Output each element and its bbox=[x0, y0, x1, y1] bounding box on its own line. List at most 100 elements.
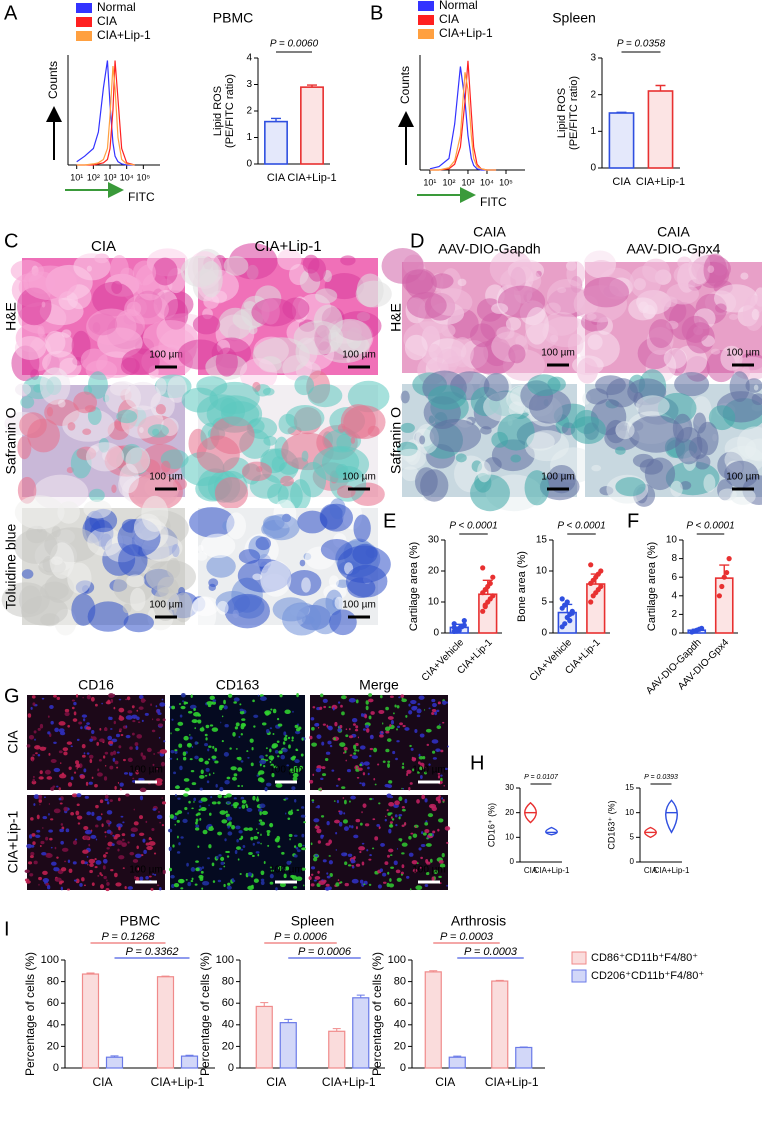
image-texture bbox=[436, 348, 459, 374]
x-tick-label: CIA+Lip-1 bbox=[151, 1075, 205, 1089]
image-texture bbox=[362, 803, 367, 808]
image-texture bbox=[67, 859, 71, 864]
image-texture bbox=[32, 702, 36, 706]
image-texture bbox=[157, 751, 161, 754]
image-texture bbox=[395, 823, 398, 827]
image-texture bbox=[570, 416, 606, 445]
image-texture bbox=[422, 755, 426, 760]
image-texture bbox=[76, 767, 78, 770]
image-texture bbox=[349, 727, 351, 731]
y-tick-label: 3 bbox=[246, 79, 252, 90]
image-texture bbox=[384, 783, 390, 788]
image-texture bbox=[95, 838, 98, 841]
image-texture bbox=[242, 845, 246, 848]
micrograph bbox=[168, 793, 306, 891]
image-texture bbox=[227, 831, 233, 836]
image-texture bbox=[136, 734, 143, 739]
image-texture bbox=[46, 852, 51, 856]
image-texture bbox=[110, 728, 113, 730]
image-texture bbox=[198, 808, 201, 812]
image-texture bbox=[402, 787, 405, 790]
image-texture bbox=[86, 722, 90, 725]
image-texture bbox=[121, 833, 126, 837]
image-texture bbox=[266, 782, 272, 787]
image-texture bbox=[730, 488, 756, 505]
image-texture bbox=[288, 768, 296, 774]
image-texture bbox=[318, 880, 326, 885]
image-texture bbox=[348, 735, 354, 739]
image-texture bbox=[337, 777, 341, 781]
image-texture bbox=[200, 769, 204, 775]
image-texture bbox=[362, 728, 366, 731]
image-texture bbox=[270, 763, 274, 767]
image-texture bbox=[425, 728, 432, 733]
image-texture bbox=[345, 759, 347, 762]
image-texture bbox=[71, 699, 75, 702]
image-texture bbox=[116, 751, 120, 754]
x-tick-label: 10⁴ bbox=[120, 172, 134, 182]
image-texture bbox=[324, 757, 329, 762]
y-axis-label: Bone area (%) bbox=[516, 551, 528, 622]
image-texture bbox=[146, 845, 153, 851]
image-texture bbox=[39, 723, 44, 729]
legend-swatch bbox=[571, 951, 587, 965]
image-texture bbox=[223, 699, 226, 705]
image-texture bbox=[198, 757, 204, 762]
y-tick-label: 0 bbox=[510, 857, 515, 866]
column-header: AAV-DIO-Gapdh bbox=[438, 241, 540, 257]
image-texture bbox=[207, 826, 214, 831]
image-texture bbox=[136, 709, 139, 712]
y-axis-label: (PE/FITC ratio) bbox=[224, 74, 236, 148]
image-texture bbox=[388, 828, 392, 834]
legend-swatch bbox=[418, 15, 434, 25]
image-texture bbox=[426, 743, 430, 746]
image-texture bbox=[595, 375, 626, 396]
image-texture bbox=[212, 745, 215, 749]
image-texture bbox=[67, 782, 73, 787]
image-texture bbox=[70, 745, 73, 748]
image-texture bbox=[169, 867, 173, 872]
image-texture bbox=[372, 798, 374, 800]
image-texture bbox=[639, 458, 664, 475]
image-texture bbox=[389, 824, 394, 828]
image-texture bbox=[404, 334, 428, 361]
image-texture bbox=[225, 793, 232, 798]
image-texture bbox=[311, 742, 317, 747]
image-texture bbox=[176, 851, 181, 854]
image-texture bbox=[447, 745, 449, 748]
image-texture bbox=[259, 811, 262, 816]
image-texture bbox=[143, 849, 147, 854]
image-texture bbox=[124, 886, 127, 890]
image-texture bbox=[39, 844, 42, 848]
data-point bbox=[454, 628, 460, 634]
bar bbox=[300, 86, 324, 165]
image-texture bbox=[434, 711, 438, 716]
image-texture bbox=[384, 861, 389, 866]
data-point bbox=[598, 568, 604, 574]
histogram-line bbox=[429, 66, 497, 171]
image-texture bbox=[323, 705, 327, 709]
image-texture bbox=[130, 827, 139, 833]
image-texture bbox=[197, 719, 202, 724]
image-texture bbox=[279, 882, 286, 888]
image-texture bbox=[186, 742, 192, 748]
image-texture bbox=[135, 770, 139, 775]
image-texture bbox=[192, 314, 221, 335]
image-texture bbox=[259, 803, 266, 808]
image-texture bbox=[346, 769, 352, 773]
image-texture bbox=[189, 507, 235, 538]
image-texture bbox=[111, 843, 115, 847]
image-texture bbox=[14, 335, 47, 361]
image-texture bbox=[381, 731, 384, 734]
image-texture bbox=[139, 815, 144, 820]
data-point bbox=[559, 596, 565, 602]
image-texture bbox=[193, 707, 196, 711]
image-texture bbox=[226, 801, 231, 804]
image-texture bbox=[337, 879, 340, 882]
image-texture bbox=[260, 833, 262, 836]
image-texture bbox=[275, 783, 283, 788]
image-texture bbox=[39, 803, 41, 806]
image-texture bbox=[206, 780, 210, 784]
image-texture bbox=[183, 701, 187, 705]
image-texture bbox=[29, 834, 33, 839]
